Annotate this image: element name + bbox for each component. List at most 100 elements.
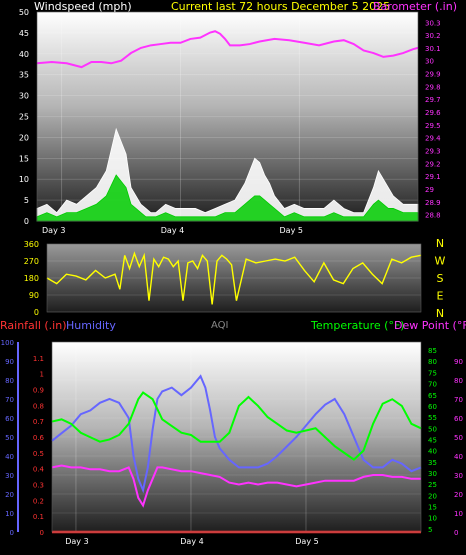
aqi-title: AQI (211, 320, 229, 331)
temperature-tick-label: 65 (428, 392, 437, 400)
windspeed-area (36, 174, 419, 222)
direction-line (46, 251, 422, 305)
compass-label: N (436, 307, 444, 320)
rain-tick-label: 1.1 (33, 355, 44, 363)
temperature-tick-label: 20 (428, 492, 437, 500)
humidity-tick-label: 10 (5, 510, 14, 518)
temperature-tick-label: 70 (428, 381, 437, 389)
rain-tick-label: 0.4 (33, 466, 45, 474)
humidity-tick-label: 50 (5, 434, 14, 442)
wind-y-tick-label: 5 (24, 196, 29, 205)
barometer-y-tick-label: 29.5 (425, 122, 441, 130)
barometer-y-tick-label: 30.1 (425, 45, 441, 53)
humidity-tick-label: 90 (5, 358, 14, 366)
temperature-line (51, 391, 422, 461)
humidity-tick-label: 40 (5, 453, 14, 461)
temperature-title: Temperature (°F) (311, 319, 405, 332)
temperature-tick-label: 15 (428, 504, 437, 512)
temperature-tick-label: 40 (428, 448, 437, 456)
temperature-tick-label: 5 (428, 526, 432, 534)
wind-y-tick-label: 15 (19, 154, 29, 163)
weather-x-tick-label: Day 4 (180, 537, 203, 546)
temperature-tick-label: 10 (428, 515, 437, 523)
wind-plot-frame (36, 11, 419, 222)
dewpoint-tick-label: 40 (454, 453, 463, 461)
compass-label: W (435, 255, 446, 268)
wind-y-tick-label: 0 (24, 217, 29, 226)
rain-tick-label: 1 (40, 371, 44, 379)
humidity-tick-label: 0 (10, 529, 14, 537)
direction-y-tick-label: 180 (24, 274, 39, 283)
barometer-y-tick-label: 30 (425, 58, 434, 66)
rain-tick-label: 0.5 (33, 450, 44, 458)
barometer-y-tick-label: 29.6 (425, 109, 441, 117)
dewpoint-tick-label: 60 (454, 415, 463, 423)
barometer-y-tick-label: 29.1 (425, 173, 441, 181)
rain-tick-label: 0.6 (33, 434, 45, 442)
rain-tick-label: 0.3 (33, 482, 44, 490)
barometer-title: Barometer (.in) (373, 0, 457, 13)
humidity-tick-label: 80 (5, 377, 14, 385)
temperature-humidity-chart: 0 10 20 30 40 50 60 70 80 90 100 0 0.1 0.2 0.3 0.4 0.5 0.… (1, 339, 463, 546)
compass-label: E (437, 290, 444, 303)
direction-plot-frame (46, 243, 422, 313)
wind-x-tick-label: Day 3 (42, 226, 65, 235)
weather-x-tick-label: Day 5 (295, 537, 318, 546)
dew-point-line (51, 464, 421, 508)
wind-x-tick-label: Day 4 (161, 226, 184, 235)
barometer-y-tick-label: 29.4 (425, 135, 441, 143)
gust-area (36, 127, 419, 222)
wind-barometer-chart: 0 5 10 15 20 25 30 35 40 45 50 28.8 28.9 29 29.1 29.2 29… (19, 8, 441, 235)
wind-y-tick-label: 30 (19, 92, 29, 101)
humidity-tick-label: 100 (1, 339, 14, 347)
humidity-tick-label: 70 (5, 396, 14, 404)
rain-tick-label: 0.9 (33, 387, 44, 395)
wind-y-tick-label: 10 (19, 175, 29, 184)
direction-y-tick-label: 270 (24, 257, 39, 266)
temperature-tick-label: 50 (428, 425, 437, 433)
humidity-title: Humidity (66, 319, 116, 332)
humidity-tick-label: 60 (5, 415, 14, 423)
direction-y-tick-label: 360 (24, 240, 39, 249)
temperature-tick-label: 45 (428, 436, 437, 444)
dewpoint-tick-label: 70 (454, 396, 463, 404)
compass-label: N (436, 237, 444, 250)
temperature-tick-label: 30 (428, 470, 437, 478)
barometer-y-tick-label: 30.3 (425, 19, 441, 27)
temperature-tick-label: 75 (428, 369, 437, 377)
barometer-y-tick-label: 29.9 (425, 71, 441, 79)
dewpoint-tick-label: 90 (454, 358, 463, 366)
rain-tick-label: 0.8 (33, 402, 44, 410)
rain-tick-label: 0.2 (33, 497, 44, 505)
barometer-y-tick-label: 29 (425, 186, 434, 194)
temperature-tick-label: 80 (428, 358, 437, 366)
humidity-tick-label: 30 (5, 472, 14, 480)
wind-x-tick-label: Day 5 (280, 226, 303, 235)
humidity-tick-label: 20 (5, 491, 14, 499)
barometer-y-tick-label: 29.8 (425, 83, 441, 91)
wind-y-tick-label: 35 (19, 71, 29, 80)
temperature-tick-label: 60 (428, 403, 437, 411)
barometer-line (36, 30, 419, 69)
dewpoint-tick-label: 20 (454, 491, 463, 499)
barometer-y-tick-label: 29.3 (425, 147, 441, 155)
wind-y-tick-label: 45 (19, 29, 29, 38)
wind-y-tick-label: 20 (19, 133, 29, 142)
barometer-y-tick-label: 28.9 (425, 199, 441, 207)
wind-left-title: Windspeed (mph) (34, 0, 132, 13)
dewpoint-title: Dew Point (°F) (394, 319, 466, 332)
rain-tick-label: 0.1 (33, 513, 44, 521)
wind-y-tick-label: 25 (19, 113, 29, 122)
compass-label: S (437, 272, 444, 285)
dewpoint-tick-label: 50 (454, 434, 463, 442)
temperature-tick-label: 55 (428, 414, 437, 422)
temperature-tick-label: 85 (428, 347, 437, 355)
dewpoint-tick-label: 30 (454, 472, 463, 480)
direction-y-tick-label: 90 (29, 291, 39, 300)
dewpoint-tick-label: 0 (454, 529, 458, 537)
dewpoint-tick-label: 80 (454, 377, 463, 385)
direction-y-tick-label: 0 (34, 308, 39, 317)
barometer-y-tick-label: 29.2 (425, 160, 441, 168)
